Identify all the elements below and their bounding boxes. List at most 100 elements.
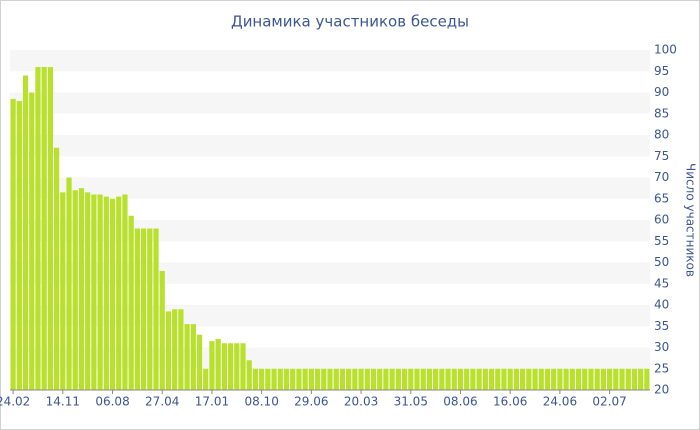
bar [234, 343, 240, 390]
bar [333, 368, 339, 390]
bar [290, 368, 296, 390]
bar [482, 368, 488, 390]
bar [78, 188, 85, 390]
bar [308, 368, 314, 390]
bar [520, 368, 526, 390]
x-tick-label: 08.10 [244, 395, 278, 409]
bar [283, 368, 290, 390]
bar [551, 368, 557, 390]
bar [607, 368, 613, 390]
bar [495, 368, 501, 390]
bar [501, 368, 507, 390]
y-tick-label: 65 [654, 191, 669, 205]
x-tick-label: 24.06 [543, 395, 577, 409]
bar [122, 194, 128, 390]
bar [451, 368, 457, 390]
bar [296, 368, 302, 390]
bar [582, 368, 588, 390]
bar [457, 368, 464, 390]
y-tick-label: 40 [654, 298, 669, 312]
x-tick-label: 16.06 [493, 395, 527, 409]
y-tick-label: 45 [654, 276, 669, 290]
bar [526, 368, 532, 390]
y-tick-label: 35 [654, 319, 669, 333]
bar [532, 368, 538, 390]
bar [370, 368, 377, 390]
x-tick-label: 24.02 [0, 395, 30, 409]
bar [22, 75, 29, 390]
bar [29, 92, 35, 390]
bar [159, 271, 165, 390]
bar [227, 343, 234, 390]
x-tick-label: 06.08 [95, 395, 129, 409]
bar [66, 177, 72, 390]
bar [128, 215, 134, 390]
bar [153, 228, 159, 390]
bar [644, 368, 650, 390]
bar [116, 196, 122, 390]
bar [97, 194, 103, 390]
bar [346, 368, 352, 390]
bar [569, 368, 575, 390]
bar [103, 196, 109, 390]
bar [563, 368, 569, 390]
bar [215, 339, 221, 390]
y-tick-label: 75 [654, 149, 669, 163]
bar [53, 147, 60, 390]
bar [16, 101, 22, 390]
bar [395, 368, 401, 390]
bar [246, 360, 252, 390]
bar [271, 368, 277, 390]
bar [190, 324, 196, 390]
bar [221, 343, 227, 390]
y-tick-label: 30 [654, 340, 669, 354]
y-tick-label: 90 [654, 85, 669, 99]
bar [488, 368, 495, 390]
x-tick-label: 31.05 [394, 395, 428, 409]
bar [178, 309, 184, 390]
bar [439, 368, 445, 390]
bar [544, 368, 551, 390]
bar [613, 368, 619, 390]
x-tick-label: 17.01 [195, 395, 229, 409]
bar [184, 324, 190, 390]
bar [401, 368, 408, 390]
bar [631, 368, 638, 390]
bar [464, 368, 470, 390]
bar [625, 368, 631, 390]
bar [172, 309, 178, 390]
bar [147, 228, 153, 390]
bar [507, 368, 513, 390]
bar [389, 368, 395, 390]
bar [619, 368, 625, 390]
bar [196, 334, 203, 390]
y-tick-label: 95 [654, 64, 669, 78]
y-tick-label: 70 [654, 170, 669, 184]
bar [476, 368, 482, 390]
bar [252, 368, 259, 390]
bar [85, 192, 91, 390]
y-tick-label: 20 [654, 383, 669, 397]
x-tick-label: 29.06 [294, 395, 328, 409]
grid-band [10, 177, 650, 199]
bar [134, 228, 140, 390]
bar [265, 368, 271, 390]
bar [575, 368, 582, 390]
bar [277, 368, 283, 390]
x-tick-label: 02.07 [592, 395, 626, 409]
bar [594, 368, 600, 390]
bar [358, 368, 364, 390]
bar [72, 190, 78, 390]
bar [352, 368, 358, 390]
y-axis-label: Число участников [684, 163, 698, 277]
bar [41, 67, 47, 390]
bar [314, 368, 321, 390]
y-tick-label: 80 [654, 128, 669, 142]
bar [445, 368, 451, 390]
bar [426, 368, 433, 390]
bar [600, 368, 607, 390]
bar [35, 67, 41, 390]
bar [203, 368, 209, 390]
y-tick-label: 60 [654, 213, 669, 227]
